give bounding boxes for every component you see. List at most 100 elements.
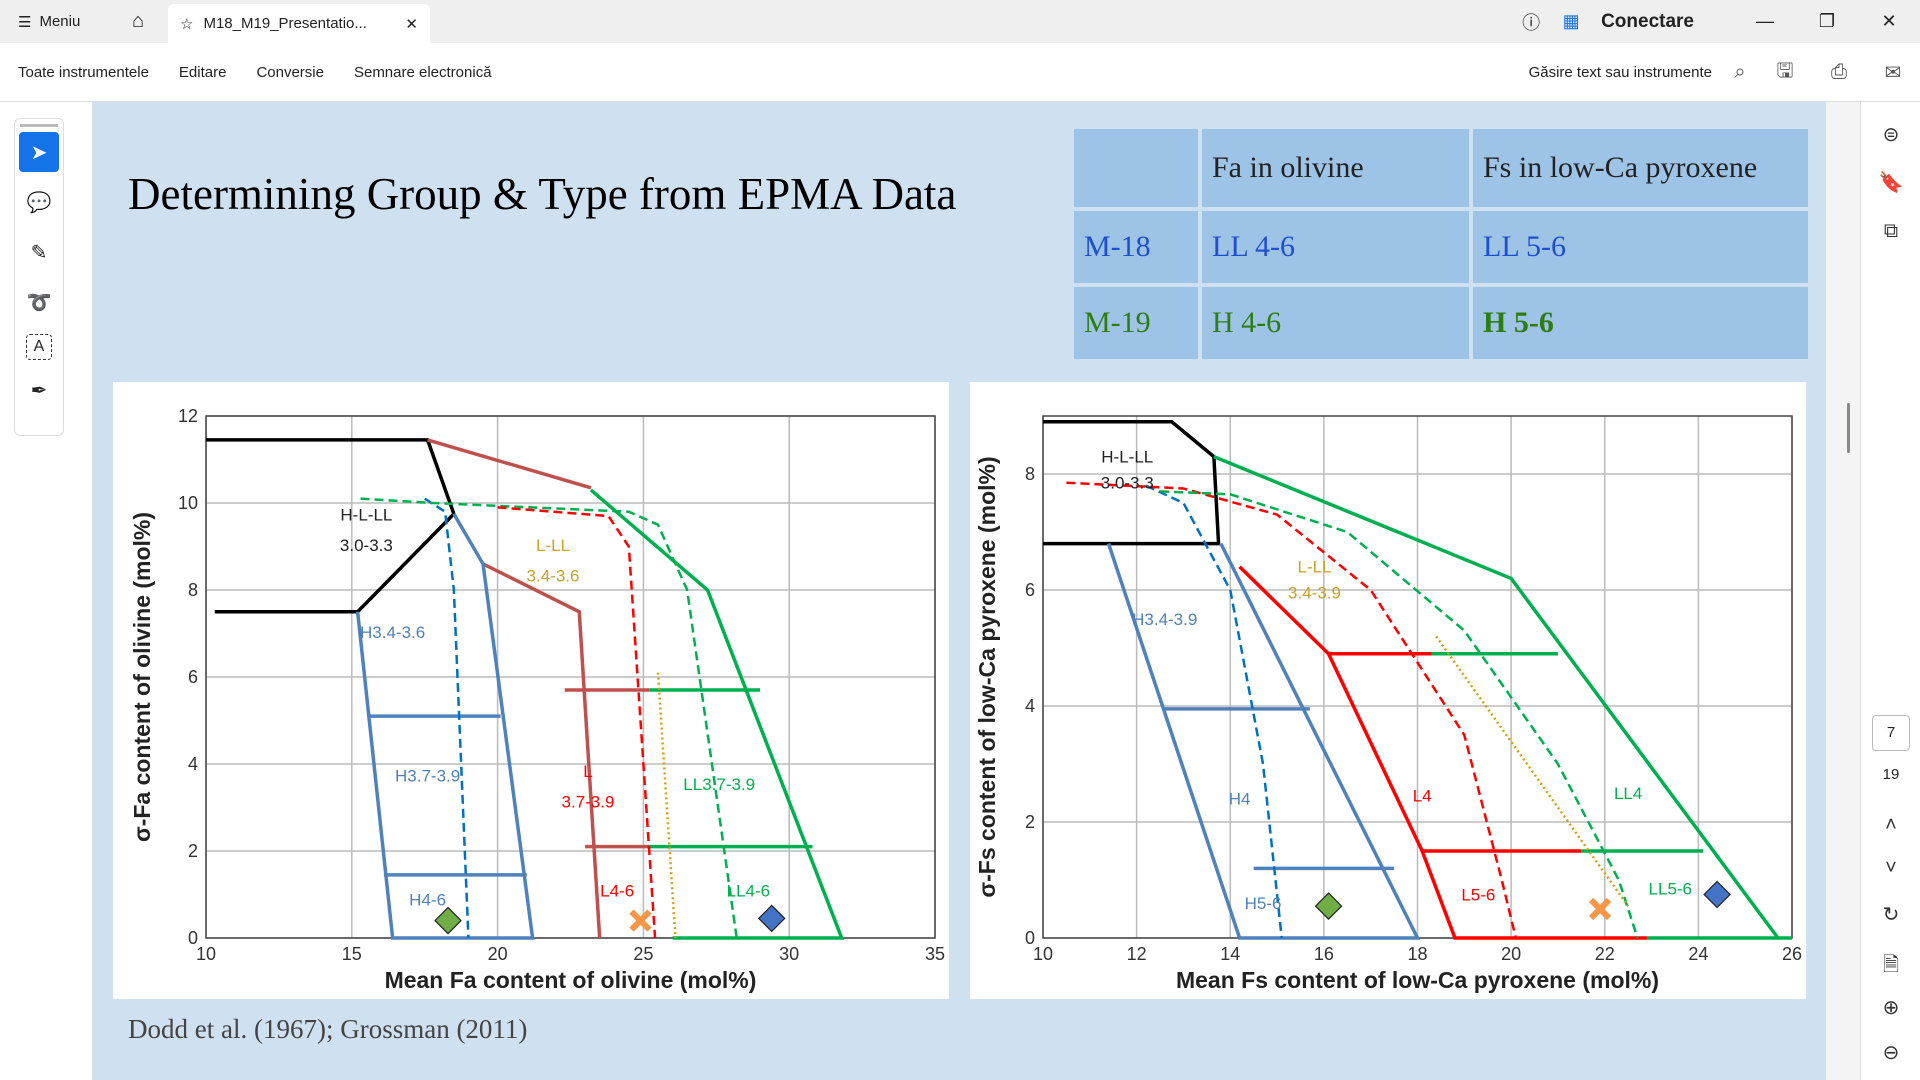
search-icon[interactable]: ⌕ xyxy=(1734,61,1746,83)
meteorite-marker xyxy=(1703,880,1731,909)
zoom-in-icon[interactable]: ⊕ xyxy=(1882,997,1900,1019)
menu-button[interactable]: ☰ Meniu xyxy=(0,13,118,31)
classification-table: Fa in olivine Fs in low-Ca pyroxene M-18… xyxy=(1070,125,1812,363)
table-header: Fs in low-Ca pyroxene xyxy=(1473,129,1808,207)
save-icon[interactable]: 🖫 xyxy=(1776,59,1794,82)
minimize-button[interactable]: — xyxy=(1756,11,1774,31)
region-label: H3.7-3.9 xyxy=(395,766,460,785)
y-tick-label: 0 xyxy=(188,928,198,948)
find-text-button[interactable]: Găsire text sau instrumente xyxy=(1528,64,1712,81)
scrollbar-thumb[interactable] xyxy=(1847,403,1850,453)
table-cell: H 5-6 xyxy=(1473,287,1808,359)
meteorite-marker xyxy=(629,909,652,932)
y-axis-title: σ-Fa content of olivine (mol%) xyxy=(129,512,155,842)
series-line xyxy=(1066,481,1518,939)
y-tick-label: 6 xyxy=(1025,580,1035,600)
sign-tool-icon[interactable]: ✒ xyxy=(30,379,48,402)
menu-esign[interactable]: Semnare electronică xyxy=(353,63,492,81)
x-tick-label: 18 xyxy=(1407,944,1427,964)
print-icon[interactable]: ⎙ xyxy=(1831,61,1847,83)
region-label: L-LL xyxy=(1297,558,1331,577)
y-tick-label: 6 xyxy=(188,667,198,687)
x-tick-label: 20 xyxy=(488,944,508,964)
table-header: Fa in olivine xyxy=(1202,129,1469,207)
series-line xyxy=(1238,565,1647,940)
tab-title: M18_M19_Presentatio... xyxy=(203,15,367,32)
table-cell: H 4-6 xyxy=(1202,287,1469,359)
series-line xyxy=(424,497,470,939)
series-line xyxy=(206,438,456,614)
close-tab-icon[interactable]: ✕ xyxy=(405,15,418,33)
star-icon[interactable]: ☆ xyxy=(180,15,194,33)
region-label: LL5-6 xyxy=(1649,880,1692,899)
region-label: 3.7-3.9 xyxy=(562,793,615,812)
sign-in-button[interactable]: Conectare xyxy=(1601,10,1694,32)
mail-icon[interactable]: ✉ xyxy=(1884,62,1902,84)
table-cell: M-19 xyxy=(1074,287,1198,359)
select-tool-icon[interactable]: ➤ xyxy=(19,132,59,172)
y-tick-label: 2 xyxy=(1025,812,1035,832)
bookmarks-icon[interactable]: 🔖 xyxy=(1878,172,1904,194)
region-label: L5-6 xyxy=(1461,885,1495,904)
rotate-icon[interactable]: ↻ xyxy=(1882,904,1900,926)
drag-handle[interactable] xyxy=(20,124,58,127)
comment-panel-icon[interactable]: ⊜ xyxy=(1882,124,1900,146)
highlight-tool-icon[interactable]: ✎ xyxy=(30,241,48,264)
x-tick-label: 20 xyxy=(1501,944,1521,964)
y-tick-label: 8 xyxy=(1025,464,1035,484)
region-label: H-L-LL xyxy=(1101,447,1153,466)
pages-icon[interactable]: ⧉ xyxy=(1883,220,1899,242)
menu-edit[interactable]: Editare xyxy=(178,63,227,81)
tools-panel: ➤ 💬 ✎ ➰ A ✒ xyxy=(0,102,93,1080)
right-rail: ⊜ 🔖 ⧉ 7 19 ˄ ˅ ↻ 🗎 ⊕ ⊖ xyxy=(1860,102,1920,1080)
series-line xyxy=(589,488,845,940)
comment-tool-icon[interactable]: 💬 xyxy=(26,191,52,214)
series-line xyxy=(656,672,677,939)
page-info-icon[interactable]: 🗎 xyxy=(1882,954,1900,976)
x-tick-label: 26 xyxy=(1782,944,1802,964)
document-tab[interactable]: ☆ M18_M19_Presentatio... ✕ xyxy=(168,4,430,43)
text-select-tool-icon[interactable]: A xyxy=(26,334,52,360)
region-label: H-L-LL xyxy=(340,505,392,524)
meteorite-marker xyxy=(1314,892,1343,920)
total-pages: 19 xyxy=(1882,766,1900,783)
region-label: 3.4-3.9 xyxy=(1288,584,1341,603)
region-label: L xyxy=(583,762,592,781)
region-label: LL3.7-3.9 xyxy=(683,775,755,794)
x-tick-label: 16 xyxy=(1314,944,1334,964)
draw-tool-icon[interactable]: ➰ xyxy=(26,291,52,314)
series-line xyxy=(1043,420,1221,546)
slide-page: Determining Group & Type from EPMA Data … xyxy=(93,102,1826,1080)
x-tick-label: 22 xyxy=(1595,944,1615,964)
x-tick-label: 35 xyxy=(925,944,945,964)
y-tick-label: 4 xyxy=(188,754,198,774)
region-label: L-LL xyxy=(536,536,570,555)
next-page-icon[interactable]: ˅ xyxy=(1885,857,1897,879)
menu-all-tools[interactable]: Toate instrumentele xyxy=(18,63,149,81)
olivine-chart-svg: 10 15 20 25 30 35 0 2 4 6 8 10 12 H-L-LL 3.0-3.3 L-LL 3.… xyxy=(129,406,945,993)
current-page-input[interactable]: 7 xyxy=(1872,715,1910,751)
previous-page-icon[interactable]: ˄ xyxy=(1885,814,1897,836)
region-label: H4-6 xyxy=(409,890,446,909)
zoom-out-icon[interactable]: ⊖ xyxy=(1882,1042,1900,1064)
series-line xyxy=(1213,454,1780,940)
restore-button[interactable]: ❐ xyxy=(1818,11,1836,31)
x-tick-label: 10 xyxy=(1033,944,1053,964)
x-tick-label: 30 xyxy=(779,944,799,964)
menu-label: Meniu xyxy=(39,13,81,30)
series-line xyxy=(1145,484,1283,939)
menu-convert[interactable]: Conversie xyxy=(256,63,324,81)
y-tick-label: 2 xyxy=(188,841,198,861)
y-tick-label: 4 xyxy=(1025,696,1035,716)
vertical-scrollbar[interactable] xyxy=(1826,102,1860,1080)
help-icon[interactable]: ⓘ xyxy=(1522,12,1541,33)
apps-grid-icon[interactable]: ▦ xyxy=(1562,11,1580,31)
x-tick-label: 25 xyxy=(633,944,653,964)
region-label: 3.0-3.3 xyxy=(1101,474,1154,493)
toolbar: Toate instrumentele Editare Conversie Se… xyxy=(0,43,1920,102)
home-icon[interactable]: ⌂ xyxy=(131,10,145,32)
region-label: 3.0-3.3 xyxy=(340,536,393,555)
series-line xyxy=(1435,635,1630,907)
close-window-button[interactable]: ✕ xyxy=(1881,11,1897,31)
x-tick-label: 15 xyxy=(342,944,362,964)
